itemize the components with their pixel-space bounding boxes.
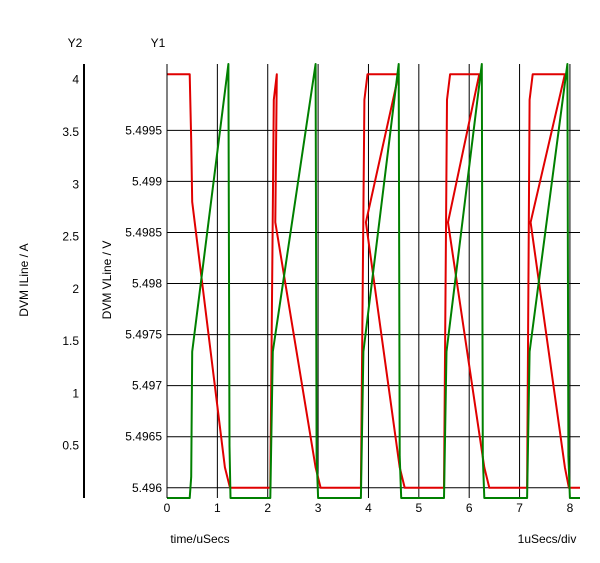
y1-tick-label: 5.4995 <box>125 123 162 137</box>
y1-axis-title: Y1 <box>151 36 166 50</box>
y2-tick-label: 4 <box>72 73 79 87</box>
series-line-iline <box>167 63 580 499</box>
x-axis-label: time/uSecs <box>170 532 229 546</box>
y2-tick-label: 1 <box>72 386 79 400</box>
y1-tick-label: 5.4975 <box>125 328 162 342</box>
y2-tick-label: 2.5 <box>62 230 79 244</box>
y2-tick-label: 3.5 <box>62 125 79 139</box>
y1-tick-label: 5.496 <box>132 481 162 495</box>
x-tick-label: 4 <box>365 501 372 515</box>
series-line-vline <box>167 73 580 489</box>
y2-tick-label: 1.5 <box>62 334 79 348</box>
y1-tick-label: 5.499 <box>132 174 162 188</box>
y1-axis-label: DVM VLine / V <box>100 241 114 320</box>
x-tick-labels: 0 1 2 3 4 5 6 7 8 <box>164 501 574 515</box>
y2-axis-title: Y2 <box>68 36 83 50</box>
y1-tick-label: 5.498 <box>132 277 162 291</box>
x-tick-label: 1 <box>214 501 221 515</box>
x-tick-label: 7 <box>516 501 523 515</box>
y2-tick-label: 0.5 <box>62 439 79 453</box>
y1-tick-label: 5.4985 <box>125 225 162 239</box>
x-tick-label: 6 <box>466 501 473 515</box>
x-tick-label: 5 <box>415 501 422 515</box>
x-tick-label: 0 <box>164 501 171 515</box>
y2-tick-labels: 0.5 1 1.5 2 2.5 3 3.5 4 <box>62 73 79 453</box>
y2-tick-label: 3 <box>72 177 79 191</box>
y1-tick-labels: 5.496 5.4965 5.497 5.4975 5.498 5.4985 5.499 5.… <box>125 123 162 494</box>
x-tick-label: 2 <box>264 501 271 515</box>
x-tick-label: 8 <box>567 501 574 515</box>
x-scale-label: 1uSecs/div <box>518 532 577 546</box>
y1-tick-label: 5.497 <box>132 379 162 393</box>
y1-tick-label: 5.4965 <box>125 430 162 444</box>
x-tick-label: 3 <box>315 501 322 515</box>
y2-tick-label: 2 <box>72 282 79 296</box>
y2-axis-label: DVM ILine / A <box>17 243 31 316</box>
series-group <box>167 63 580 499</box>
